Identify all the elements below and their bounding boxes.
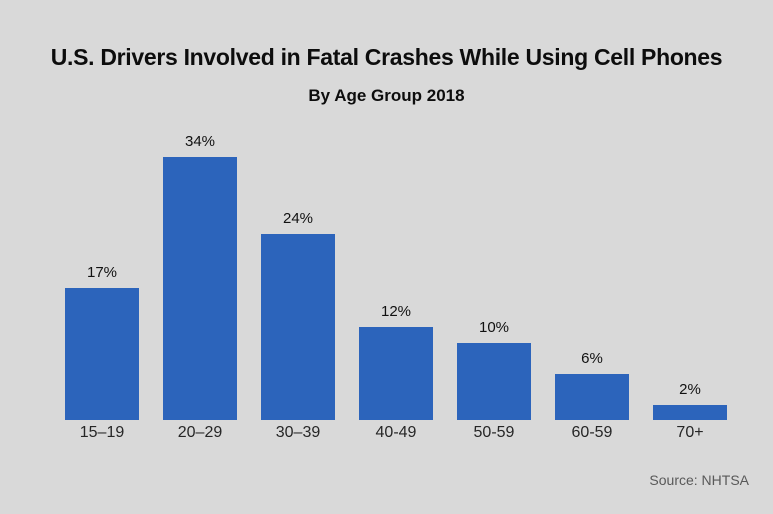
bar-value-label: 2% xyxy=(679,381,701,398)
bar xyxy=(163,157,237,420)
bar-value-label: 17% xyxy=(86,264,118,281)
x-axis-label: 50-59 xyxy=(473,424,515,441)
x-axis-label: 15–19 xyxy=(79,424,125,441)
chart-title: U.S. Drivers Involved in Fatal Crashes W… xyxy=(50,44,723,70)
x-axis-label: 20–29 xyxy=(177,424,223,441)
chart-subtitle: By Age Group 2018 xyxy=(308,86,465,105)
x-axis-label: 60-59 xyxy=(571,424,613,441)
x-axis-label: 30–39 xyxy=(275,424,321,441)
bar xyxy=(653,405,727,420)
bar-value-label: 34% xyxy=(184,133,216,150)
bar-value-label: 12% xyxy=(380,303,412,320)
bar-value-label: 24% xyxy=(282,210,314,227)
bar-value-label: 6% xyxy=(581,350,603,367)
bar xyxy=(457,343,531,420)
bar xyxy=(261,234,335,420)
bar-value-label: 10% xyxy=(478,319,510,336)
x-axis-label: 70+ xyxy=(676,424,704,441)
source-note: Source: NHTSA xyxy=(649,472,749,488)
x-axis-label: 40-49 xyxy=(375,424,417,441)
bar xyxy=(359,327,433,420)
bar xyxy=(555,374,629,420)
bar xyxy=(65,288,139,420)
